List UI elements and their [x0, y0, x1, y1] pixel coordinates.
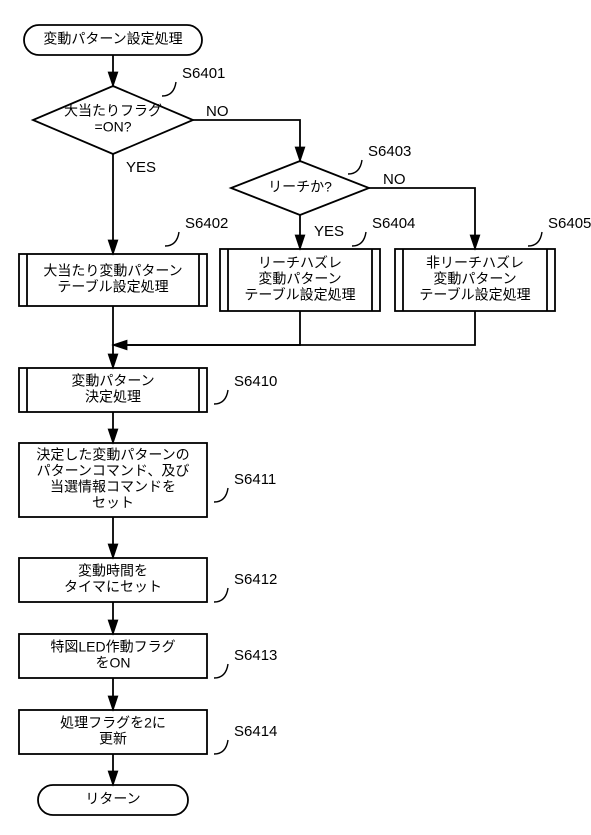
label-hook	[214, 390, 228, 404]
svg-text:変動時間を: 変動時間を	[78, 563, 148, 579]
step-label: S6413	[234, 647, 277, 664]
svg-text:テーブル設定処理: テーブル設定処理	[57, 279, 168, 295]
label-hook	[214, 664, 228, 678]
svg-text:をON: をON	[96, 655, 131, 671]
no-label: NO	[206, 103, 229, 120]
step-label: S6414	[234, 723, 277, 740]
label-hook	[162, 82, 176, 96]
label-hook	[214, 488, 228, 502]
step-label: S6411	[234, 471, 276, 488]
node-p6: 変動時間をタイマにセット	[19, 558, 207, 602]
node-p8: 処理フラグを2に更新	[19, 710, 207, 754]
svg-text:大当たり変動パターン: 大当たり変動パターン	[43, 263, 182, 279]
step-label: S6403	[368, 143, 411, 160]
svg-text:大当たりフラグ: 大当たりフラグ	[64, 103, 162, 119]
svg-text:処理フラグを2に: 処理フラグを2に	[60, 715, 166, 731]
svg-text:テーブル設定処理: テーブル設定処理	[244, 287, 355, 303]
yes-label: YES	[126, 159, 156, 176]
label-hook	[214, 588, 228, 602]
node-start: 変動パターン設定処理	[24, 25, 202, 55]
svg-text:特図LED作動フラグ: 特図LED作動フラグ	[50, 639, 175, 655]
node-ret: リターン	[38, 785, 188, 815]
svg-text:決定した変動パターンの: 決定した変動パターンの	[36, 447, 189, 463]
node-p1: 大当たり変動パターンテーブル設定処理	[19, 254, 207, 306]
node-p2: リーチハズレ変動パターンテーブル設定処理	[220, 249, 380, 311]
step-label: S6410	[234, 373, 277, 390]
node-p7: 特図LED作動フラグをON	[19, 634, 207, 678]
node-d2: リーチか?	[231, 161, 369, 215]
edge	[113, 311, 300, 345]
svg-text:変動パターン: 変動パターン	[258, 271, 341, 287]
node-p5: 決定した変動パターンのパターンコマンド、及び当選情報コマンドをセット	[19, 443, 207, 517]
step-label: S6402	[185, 215, 228, 232]
no-label: NO	[383, 171, 406, 188]
svg-text:タイマにセット: タイマにセット	[64, 579, 162, 595]
svg-text:変動パターン: 変動パターン	[71, 373, 154, 389]
svg-text:変動パターン設定処理: 変動パターン設定処理	[43, 31, 182, 47]
label-hook	[348, 160, 362, 174]
step-label: S6401	[182, 65, 225, 82]
step-label: S6404	[372, 215, 415, 232]
label-hook	[352, 232, 366, 246]
svg-text:リーチハズレ: リーチハズレ	[258, 255, 342, 271]
edge	[193, 120, 300, 161]
svg-text:リターン: リターン	[85, 791, 140, 807]
label-hook	[165, 232, 179, 246]
label-hook	[528, 232, 542, 246]
edge	[113, 311, 475, 345]
svg-text:当選情報コマンドを: 当選情報コマンドを	[50, 479, 176, 495]
node-p4: 変動パターン決定処理	[19, 368, 207, 412]
svg-text:テーブル設定処理: テーブル設定処理	[419, 287, 530, 303]
step-label: S6412	[234, 571, 277, 588]
svg-text:決定処理: 決定処理	[85, 389, 141, 405]
node-d1: 大当たりフラグ=ON?	[33, 86, 193, 154]
step-label: S6405	[548, 215, 591, 232]
svg-text:更新: 更新	[99, 731, 127, 747]
svg-text:=ON?: =ON?	[95, 119, 132, 135]
yes-label: YES	[314, 223, 344, 240]
svg-text:リーチか?: リーチか?	[268, 179, 332, 195]
svg-text:変動パターン: 変動パターン	[433, 271, 516, 287]
label-hook	[214, 740, 228, 754]
svg-text:パターンコマンド、及び: パターンコマンド、及び	[37, 463, 190, 479]
node-p3: 非リーチハズレ変動パターンテーブル設定処理	[395, 249, 555, 311]
svg-text:セット: セット	[92, 495, 134, 511]
svg-text:非リーチハズレ: 非リーチハズレ	[426, 255, 524, 271]
